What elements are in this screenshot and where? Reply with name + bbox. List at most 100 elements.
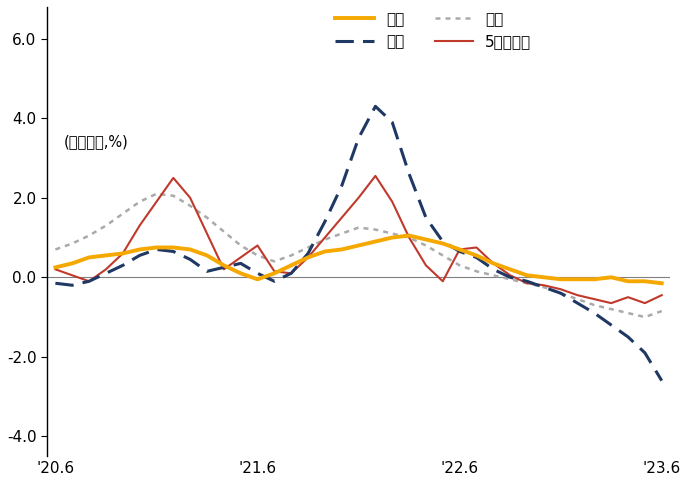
경기 — [439, 253, 447, 258]
5개광역시 — [657, 292, 666, 298]
경기 — [51, 246, 59, 252]
5개광역시 — [371, 173, 380, 179]
인천 — [68, 283, 76, 288]
서울 — [455, 246, 464, 252]
서울 — [489, 260, 497, 266]
인천 — [590, 310, 599, 316]
서울 — [473, 253, 481, 258]
서울 — [405, 233, 413, 239]
경기 — [338, 231, 346, 237]
인천 — [287, 270, 296, 276]
서울 — [236, 270, 245, 276]
5개광역시 — [607, 300, 615, 306]
5개광역시 — [51, 267, 59, 272]
Legend: 서울, 인천, 경기, 5개광역시: 서울, 인천, 경기, 5개광역시 — [329, 6, 537, 56]
인천 — [304, 251, 312, 256]
5개광역시 — [455, 246, 464, 252]
서울 — [388, 235, 396, 241]
경기 — [641, 314, 649, 320]
경기 — [506, 276, 514, 282]
경기 — [136, 199, 144, 205]
5개광역시 — [270, 269, 278, 274]
경기 — [68, 241, 76, 246]
5개광역시 — [119, 251, 127, 256]
인천 — [371, 103, 380, 109]
Line: 5개광역시: 5개광역시 — [55, 176, 661, 303]
5개광역시 — [152, 199, 161, 205]
Line: 서울: 서울 — [55, 236, 661, 283]
5개광역시 — [539, 283, 548, 288]
서울 — [557, 276, 565, 282]
5개광역시 — [439, 278, 447, 284]
5개광역시 — [338, 215, 346, 221]
인천 — [388, 119, 396, 125]
서울 — [85, 255, 93, 260]
5개광역시 — [321, 235, 329, 241]
5개광역시 — [304, 255, 312, 260]
서울 — [523, 272, 531, 278]
서울 — [506, 267, 514, 272]
서울 — [607, 274, 615, 280]
5개광역시 — [136, 223, 144, 228]
경기 — [590, 302, 599, 308]
경기 — [85, 233, 93, 239]
인천 — [203, 269, 211, 274]
5개광역시 — [641, 300, 649, 306]
5개광역시 — [354, 195, 362, 200]
인천 — [119, 262, 127, 268]
서울 — [321, 249, 329, 255]
서울 — [152, 244, 161, 250]
경기 — [371, 227, 380, 232]
서울 — [338, 246, 346, 252]
경기 — [270, 258, 278, 264]
인천 — [607, 322, 615, 328]
서울 — [169, 244, 178, 250]
5개광역시 — [85, 278, 93, 284]
경기 — [287, 253, 296, 258]
경기 — [473, 269, 481, 274]
서울 — [539, 274, 548, 280]
서울 — [371, 239, 380, 244]
서울 — [119, 251, 127, 256]
서울 — [287, 262, 296, 268]
5개광역시 — [489, 260, 497, 266]
경기 — [354, 225, 362, 230]
인천 — [539, 284, 548, 290]
인천 — [506, 274, 514, 280]
5개광역시 — [68, 272, 76, 278]
경기 — [236, 242, 245, 248]
인천 — [51, 280, 59, 286]
경기 — [102, 223, 110, 228]
5개광역시 — [590, 296, 599, 302]
경기 — [254, 253, 262, 258]
5개광역시 — [102, 267, 110, 272]
서울 — [354, 242, 362, 248]
5개광역시 — [254, 242, 262, 248]
인천 — [152, 246, 161, 252]
서울 — [422, 237, 430, 242]
인천 — [338, 183, 346, 189]
경기 — [405, 235, 413, 241]
서울 — [186, 246, 194, 252]
인천 — [489, 267, 497, 272]
경기 — [119, 211, 127, 216]
인천 — [439, 239, 447, 244]
5개광역시 — [287, 270, 296, 276]
인천 — [136, 253, 144, 258]
인천 — [523, 278, 531, 284]
서울 — [439, 241, 447, 246]
인천 — [624, 334, 633, 340]
경기 — [523, 280, 531, 286]
인천 — [169, 249, 178, 255]
Line: 인천: 인천 — [55, 106, 661, 381]
서울 — [624, 278, 633, 284]
서울 — [590, 276, 599, 282]
경기 — [573, 296, 582, 302]
인천 — [573, 300, 582, 306]
서울 — [270, 270, 278, 276]
인천 — [270, 278, 278, 284]
경기 — [186, 203, 194, 209]
경기 — [422, 242, 430, 248]
5개광역시 — [203, 231, 211, 237]
경기 — [489, 272, 497, 278]
